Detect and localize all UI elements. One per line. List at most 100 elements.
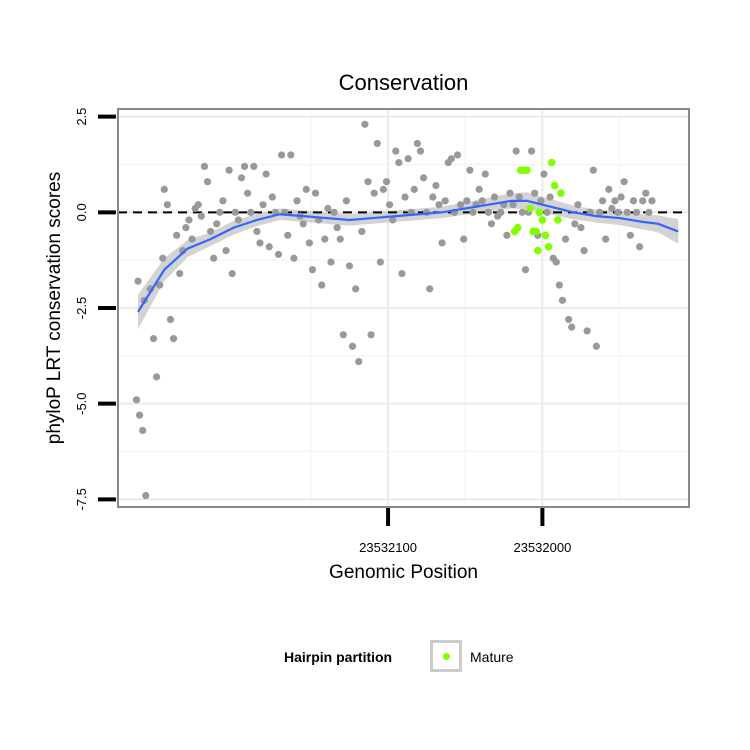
data-point bbox=[358, 227, 366, 236]
mature-point bbox=[547, 158, 556, 167]
data-point bbox=[401, 193, 409, 201]
mature-point bbox=[554, 216, 562, 224]
data-point bbox=[457, 201, 465, 209]
data-point bbox=[460, 235, 468, 243]
data-point bbox=[173, 231, 181, 239]
data-point bbox=[642, 189, 650, 197]
data-point bbox=[509, 201, 517, 209]
confidence-band-layer bbox=[138, 192, 679, 330]
data-point bbox=[234, 216, 242, 224]
mature-point bbox=[541, 231, 550, 240]
data-point bbox=[166, 315, 175, 324]
data-point bbox=[506, 189, 514, 197]
data-point bbox=[521, 266, 530, 274]
data-point bbox=[632, 208, 641, 216]
y-tick-label: 2.5 bbox=[74, 108, 89, 126]
data-point bbox=[253, 227, 261, 236]
data-point bbox=[134, 277, 142, 285]
data-point bbox=[629, 197, 638, 205]
mature-point bbox=[538, 216, 547, 224]
data-point bbox=[382, 178, 391, 186]
data-point bbox=[636, 243, 644, 251]
data-point bbox=[484, 208, 492, 216]
data-point bbox=[160, 185, 168, 193]
data-point bbox=[481, 170, 489, 178]
data-point bbox=[299, 220, 307, 228]
data-point bbox=[342, 197, 350, 205]
data-point bbox=[386, 201, 394, 209]
chart-title: Conservation bbox=[338, 70, 469, 95]
data-point bbox=[231, 208, 239, 216]
mature-point bbox=[557, 189, 565, 197]
data-point bbox=[605, 185, 613, 193]
data-point bbox=[156, 281, 164, 289]
x-tick-label: 23532100 bbox=[359, 540, 417, 555]
data-point bbox=[546, 193, 554, 201]
data-point bbox=[244, 189, 252, 197]
data-point bbox=[447, 155, 455, 163]
legend-key-mature bbox=[430, 640, 462, 672]
data-point bbox=[305, 239, 313, 247]
data-point bbox=[565, 315, 573, 324]
data-point bbox=[426, 285, 434, 293]
smooth-fit-line bbox=[137, 199, 679, 313]
data-point bbox=[287, 151, 295, 159]
data-point bbox=[429, 193, 437, 201]
data-point bbox=[435, 201, 443, 209]
data-point bbox=[216, 208, 224, 216]
data-point bbox=[284, 231, 292, 239]
y-axis: -7.5 -5.0 -2.5 0.0 2.5 bbox=[74, 108, 116, 511]
data-point bbox=[262, 170, 270, 178]
data-point bbox=[416, 147, 425, 155]
data-point bbox=[389, 216, 397, 224]
data-point bbox=[512, 147, 520, 155]
mature-point bbox=[510, 227, 519, 236]
y-tick-label: -2.5 bbox=[74, 297, 89, 319]
data-point bbox=[571, 220, 579, 228]
y-tick-label: -5.0 bbox=[74, 392, 89, 414]
data-point bbox=[466, 166, 474, 174]
data-point bbox=[614, 208, 622, 216]
data-point bbox=[152, 373, 161, 381]
data-point bbox=[364, 178, 372, 186]
data-point bbox=[259, 201, 267, 209]
data-point bbox=[592, 342, 601, 350]
data-point bbox=[327, 258, 335, 266]
data-point bbox=[602, 235, 610, 243]
data-point bbox=[463, 197, 471, 205]
data-point bbox=[247, 208, 255, 216]
data-point bbox=[139, 426, 147, 435]
data-point bbox=[398, 269, 406, 278]
data-point bbox=[185, 216, 193, 224]
data-point bbox=[432, 181, 440, 190]
data-point bbox=[552, 258, 560, 266]
data-point bbox=[367, 331, 375, 339]
data-point bbox=[370, 189, 378, 197]
data-point bbox=[203, 178, 212, 186]
data-point bbox=[324, 204, 332, 213]
data-point bbox=[321, 235, 329, 243]
data-point bbox=[555, 281, 563, 289]
data-point bbox=[589, 166, 597, 174]
mature-point bbox=[523, 166, 531, 175]
data-point bbox=[240, 162, 249, 171]
data-point bbox=[290, 254, 298, 262]
data-point bbox=[188, 235, 196, 243]
data-point bbox=[373, 139, 381, 148]
data-point bbox=[453, 151, 462, 159]
data-point bbox=[159, 254, 167, 262]
legend-dot-icon bbox=[443, 653, 450, 660]
data-point bbox=[438, 239, 446, 247]
data-point bbox=[345, 262, 354, 270]
background-points-layer bbox=[132, 120, 656, 500]
data-point bbox=[352, 285, 360, 293]
legend-label-mature: Mature bbox=[470, 649, 514, 665]
data-point bbox=[537, 197, 545, 205]
data-point bbox=[206, 227, 215, 236]
data-point bbox=[379, 185, 388, 193]
data-point bbox=[531, 189, 539, 197]
data-point bbox=[149, 335, 158, 343]
data-point bbox=[413, 139, 421, 148]
